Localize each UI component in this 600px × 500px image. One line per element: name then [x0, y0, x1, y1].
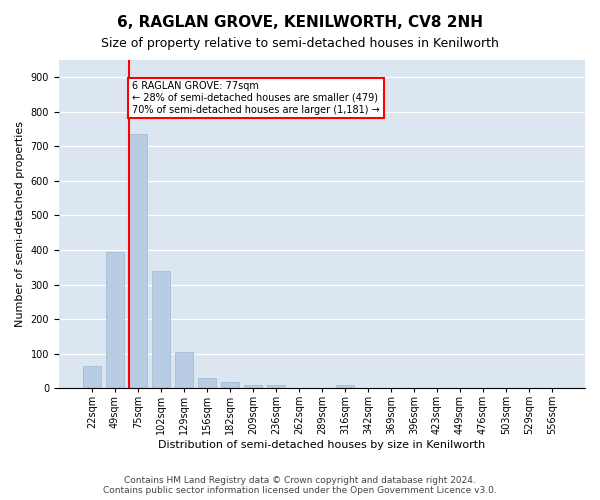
- Text: 6 RAGLAN GROVE: 77sqm
← 28% of semi-detached houses are smaller (479)
70% of sem: 6 RAGLAN GROVE: 77sqm ← 28% of semi-deta…: [132, 82, 380, 114]
- Bar: [197, 378, 216, 388]
- Bar: [335, 386, 354, 388]
- Text: Size of property relative to semi-detached houses in Kenilworth: Size of property relative to semi-detach…: [101, 38, 499, 51]
- Bar: [221, 382, 239, 388]
- Bar: [175, 352, 193, 388]
- X-axis label: Distribution of semi-detached houses by size in Kenilworth: Distribution of semi-detached houses by …: [158, 440, 485, 450]
- Bar: [106, 252, 124, 388]
- Text: Contains HM Land Registry data © Crown copyright and database right 2024.
Contai: Contains HM Land Registry data © Crown c…: [103, 476, 497, 495]
- Text: 6, RAGLAN GROVE, KENILWORTH, CV8 2NH: 6, RAGLAN GROVE, KENILWORTH, CV8 2NH: [117, 15, 483, 30]
- Y-axis label: Number of semi-detached properties: Number of semi-detached properties: [15, 121, 25, 327]
- Bar: [128, 134, 147, 388]
- Bar: [266, 386, 285, 388]
- Bar: [83, 366, 101, 388]
- Bar: [244, 384, 262, 388]
- Bar: [152, 270, 170, 388]
